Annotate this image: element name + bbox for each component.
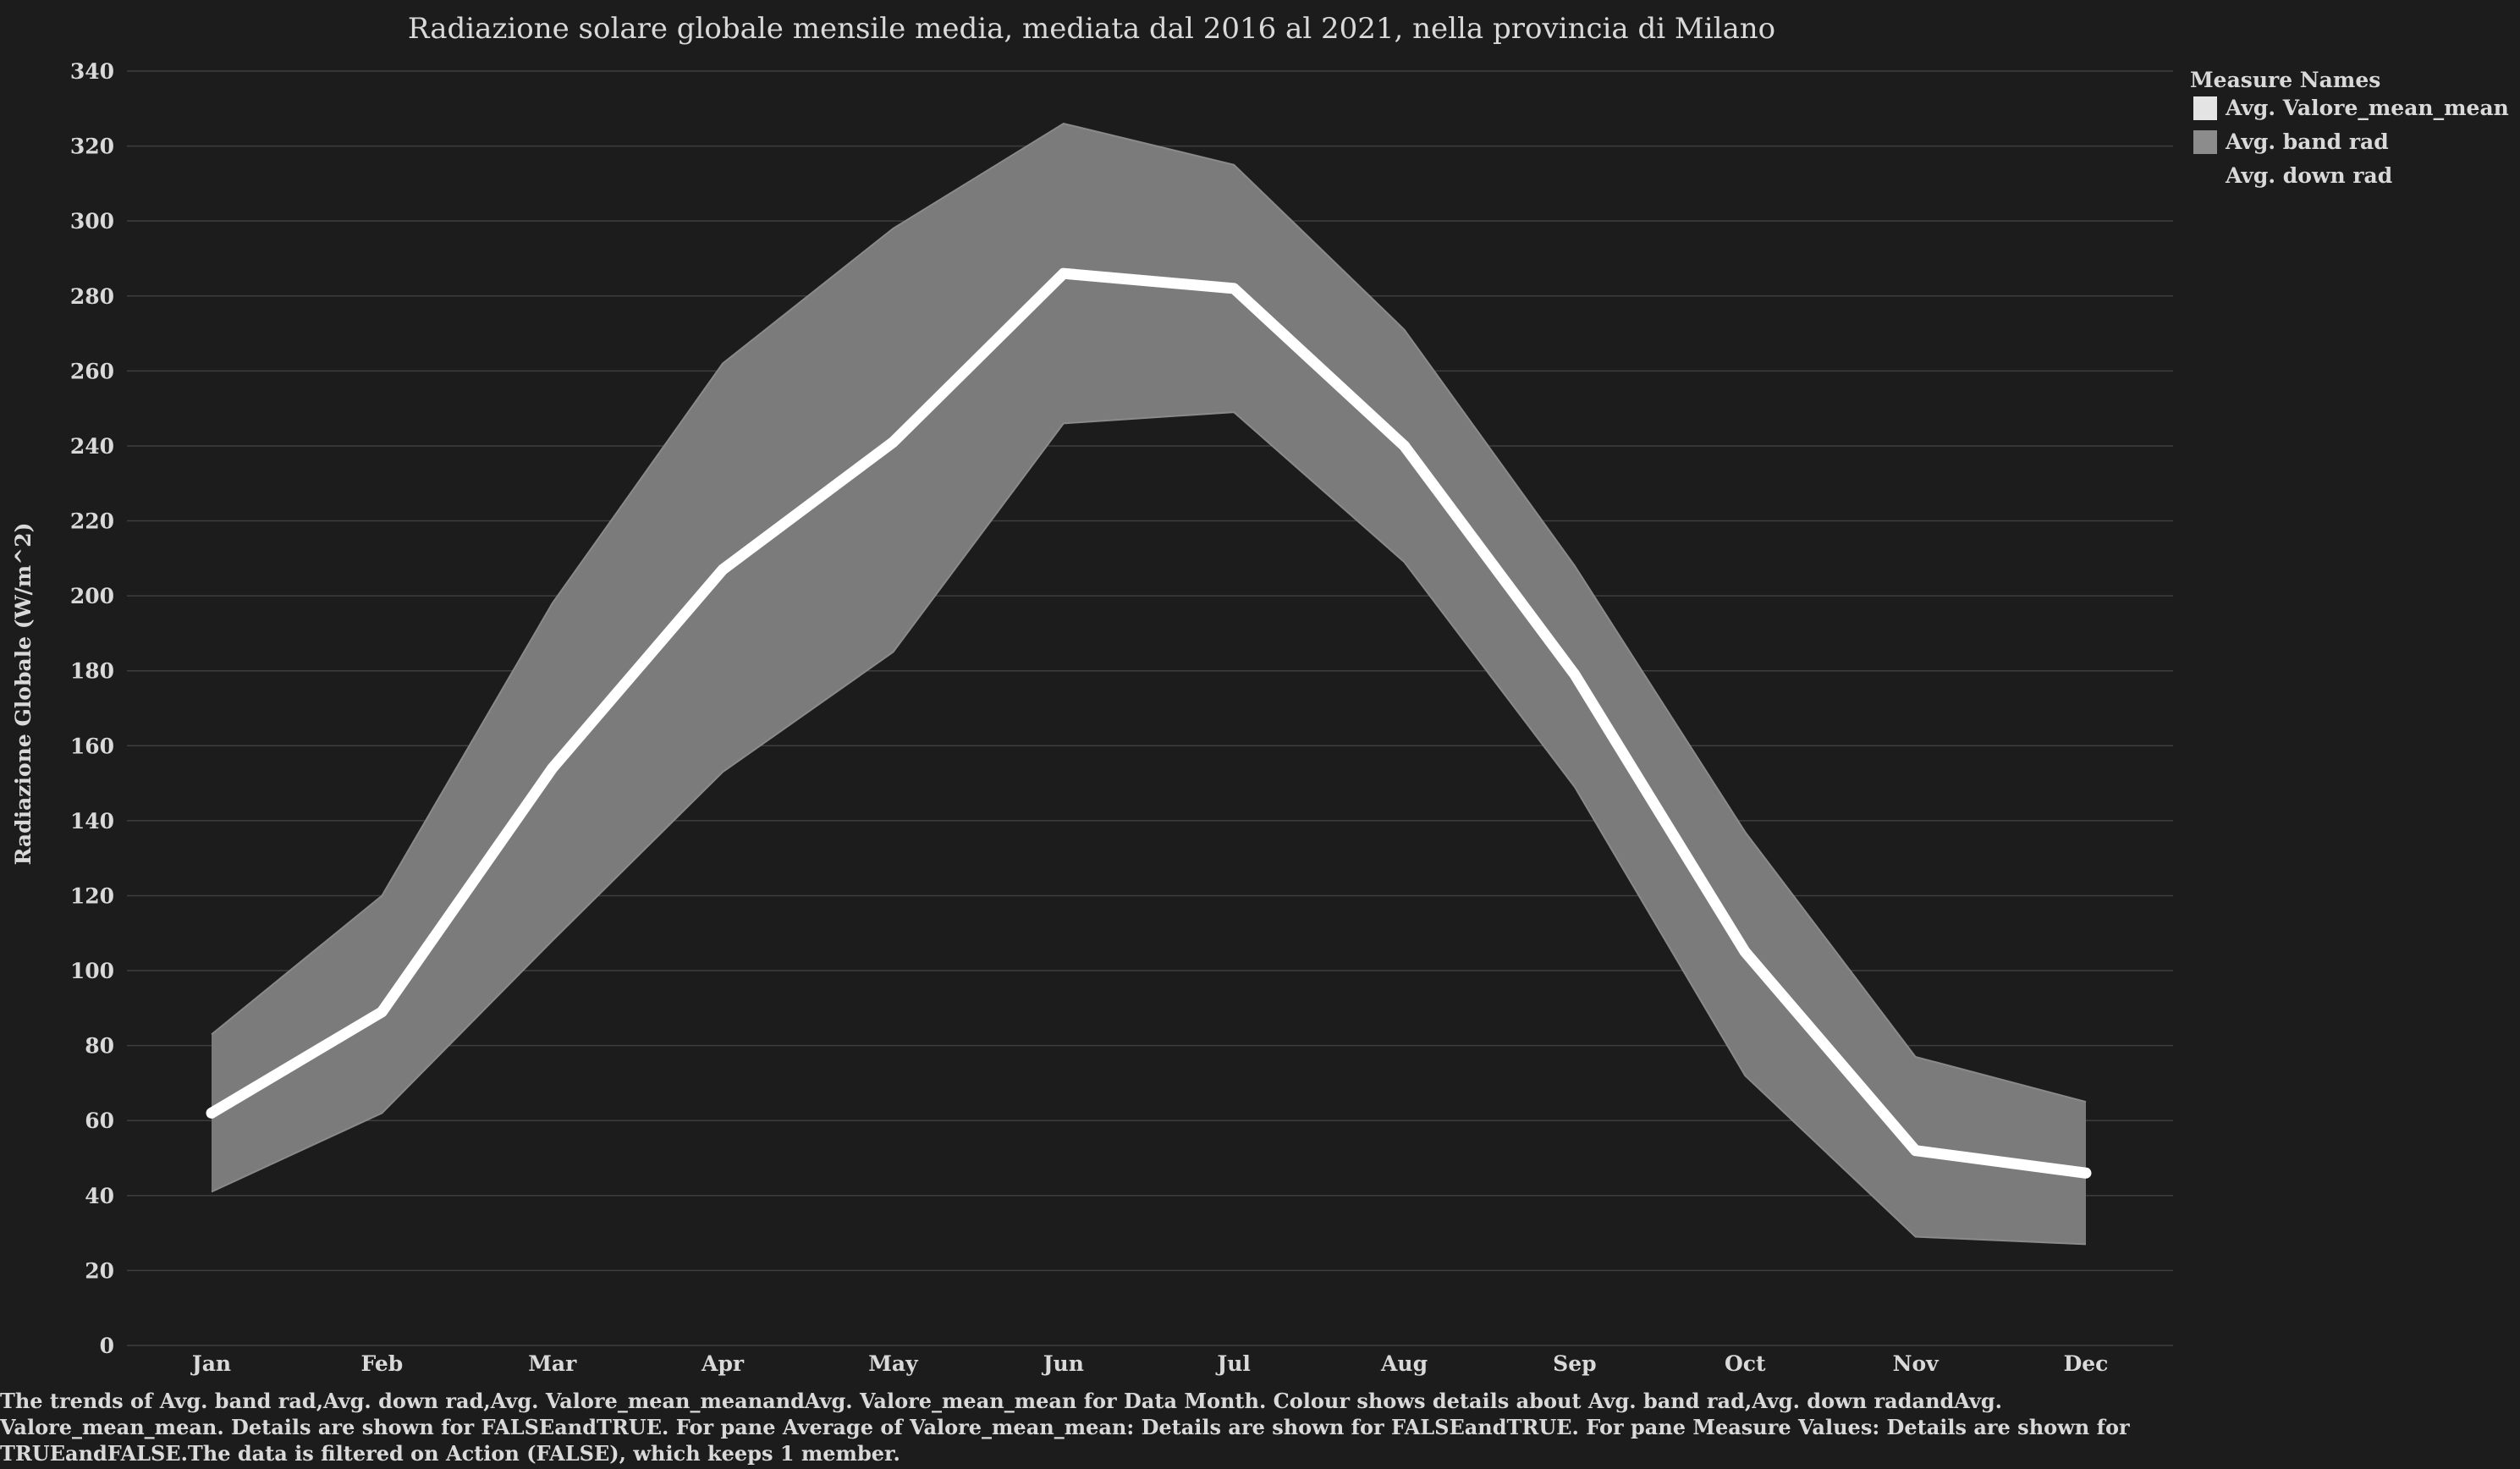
y-tick-label: 320 (70, 135, 114, 159)
x-tick-label: May (868, 1351, 919, 1376)
y-tick-label: 0 (100, 1334, 114, 1358)
mean-point[interactable] (1912, 1147, 1918, 1153)
y-tick-label: 260 (70, 359, 114, 383)
chart-caption: The trends of Avg. band rad,Avg. down ra… (0, 1389, 2130, 1466)
mean-point[interactable] (549, 765, 555, 771)
mean-line[interactable] (206, 267, 2092, 1179)
y-tick-label: 120 (70, 883, 114, 908)
y-axis-title: Radiazione Globale (W/m^2) (11, 523, 36, 866)
y-tick-label: 300 (70, 209, 114, 234)
legend-swatch (2193, 96, 2217, 120)
legend-item-label[interactable]: Avg. band rad (2225, 129, 2389, 154)
mean-point[interactable] (1060, 271, 1066, 277)
mean-point[interactable] (2083, 1170, 2088, 1176)
down-rad-edge (211, 411, 2087, 1246)
y-tick-label: 280 (70, 284, 114, 309)
legend-item-label[interactable]: Avg. Valore_mean_mean (2225, 96, 2509, 120)
y-tick-label: 240 (70, 434, 114, 459)
mean-point[interactable] (379, 1009, 385, 1015)
x-tick-label: Jul (1215, 1351, 1251, 1376)
legend-item-label[interactable]: Avg. down rad (2225, 163, 2392, 188)
y-axis-ticks: 0 20 40 60 80 100 120 140 160 180 200 220 240 260 280 3… (70, 59, 114, 1358)
y-tick-label: 340 (70, 59, 114, 84)
y-tick-label: 140 (70, 809, 114, 834)
x-tick-label: Feb (360, 1351, 403, 1376)
y-tick-label: 180 (70, 659, 114, 684)
x-tick-label: Mar (528, 1351, 577, 1376)
y-tick-label: 60 (85, 1109, 114, 1133)
band-rad-area[interactable] (212, 124, 2086, 1245)
mean-point[interactable] (1571, 672, 1577, 678)
x-tick-label: Aug (1380, 1351, 1428, 1376)
mean-point[interactable] (1401, 443, 1407, 448)
x-tick-label: Oct (1725, 1351, 1766, 1376)
legend-swatch (2193, 130, 2217, 154)
y-tick-label: 40 (85, 1184, 114, 1208)
band-area[interactable] (211, 122, 2087, 1246)
x-tick-label: Sep (1553, 1351, 1596, 1376)
y-tick-label: 200 (70, 584, 114, 608)
legend-title: Measure Names (2190, 68, 2380, 92)
x-tick-label: Dec (2064, 1351, 2109, 1376)
x-tick-label: Nov (1893, 1351, 1940, 1376)
x-axis-ticks: Jan Feb Mar Apr May Jun Jul Aug Sep Oct Nov Dec (190, 1351, 2109, 1376)
x-tick-label: Jun (1042, 1351, 1084, 1376)
mean-line-series[interactable] (206, 267, 2092, 1179)
y-tick-label: 220 (70, 509, 114, 534)
x-tick-label: Jan (190, 1351, 231, 1376)
mean-point[interactable] (890, 439, 896, 445)
mean-point[interactable] (1742, 949, 1748, 955)
x-tick-label: Apr (701, 1351, 745, 1376)
y-tick-label: 20 (85, 1258, 114, 1283)
y-tick-label: 100 (70, 959, 114, 983)
y-tick-label: 160 (70, 734, 114, 758)
mean-point[interactable] (209, 1110, 214, 1116)
legend[interactable]: Measure Names Avg. Valore_mean_mean Avg. … (2190, 68, 2509, 188)
mean-point[interactable] (1231, 285, 1237, 291)
y-tick-label: 80 (85, 1034, 114, 1059)
band-upper-edge (211, 122, 2087, 1103)
mean-point[interactable] (720, 567, 726, 573)
chart-title: Radiazione solare globale mensile media,… (408, 12, 1775, 46)
